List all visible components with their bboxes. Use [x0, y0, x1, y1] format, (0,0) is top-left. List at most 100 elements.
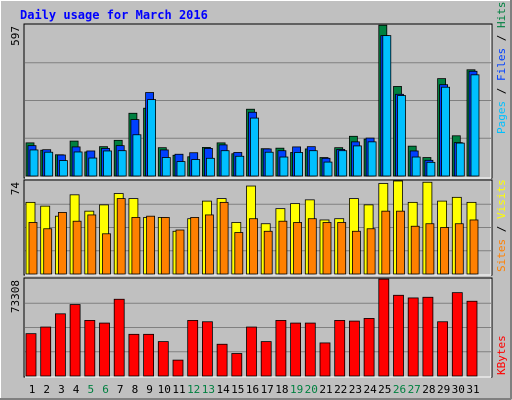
- x-tick-label: 25: [378, 383, 391, 396]
- kbytes-bar: [422, 296, 434, 377]
- pages-bar: [73, 151, 83, 177]
- kbytes-bar: [143, 333, 155, 377]
- x-tick-label: 7: [117, 383, 124, 396]
- x-tick-label: 13: [202, 383, 215, 396]
- x-tick-label: 28: [422, 383, 435, 396]
- kbytes-bar: [99, 322, 110, 377]
- pages-bar: [411, 156, 421, 177]
- x-tick-label: 4: [73, 383, 80, 396]
- pages-bar: [176, 161, 186, 177]
- pages-bar: [308, 150, 318, 177]
- sites-bar: [28, 222, 38, 275]
- top-ymax-label: 597: [9, 26, 22, 46]
- sites-bar: [72, 220, 82, 275]
- sites-bar: [322, 222, 332, 275]
- sites-bar: [160, 217, 170, 275]
- x-tick-label: 30: [452, 383, 465, 396]
- sites-bar: [190, 217, 200, 275]
- pages-bar: [59, 160, 68, 177]
- kbytes-bar: [231, 353, 243, 377]
- kbytes-bar: [363, 318, 375, 377]
- svg-text:Sites / Visits: Sites / Visits: [495, 179, 508, 272]
- x-tick-label: 27: [408, 383, 421, 396]
- x-tick-label: 16: [246, 383, 259, 396]
- kbytes-bar: [40, 326, 52, 377]
- sites-bar: [116, 198, 126, 275]
- sites-bar: [278, 220, 288, 275]
- bottom-ymax-label: 73308: [9, 280, 22, 313]
- x-tick-label: 18: [275, 383, 288, 396]
- x-tick-label: 31: [466, 383, 479, 396]
- sites-bar: [249, 218, 258, 275]
- kbytes-bar: [437, 321, 449, 377]
- sites-bar: [131, 217, 141, 275]
- kbytes-bar: [201, 321, 213, 377]
- pages-bar: [132, 134, 142, 177]
- x-tick-label: 17: [261, 383, 274, 396]
- kbytes-bar: [84, 320, 96, 377]
- sites-bar: [204, 214, 214, 275]
- pages-bar: [470, 74, 480, 177]
- sites-bar: [234, 232, 244, 275]
- x-tick-label: 6: [102, 383, 109, 396]
- x-tick-label: 3: [58, 383, 65, 396]
- pages-bar: [279, 156, 289, 177]
- x-tick-label: 19: [290, 383, 303, 396]
- sites-bar: [293, 222, 303, 275]
- pages-bar: [264, 151, 274, 177]
- kbytes-bar: [260, 341, 272, 377]
- x-tick-label: 8: [132, 383, 139, 396]
- kbytes-bar: [466, 300, 478, 377]
- pages-bar: [220, 150, 230, 177]
- kbytes-bar: [290, 322, 302, 377]
- kbytes-bar: [378, 278, 390, 377]
- x-tick-label: 5: [87, 383, 94, 396]
- pages-bar: [294, 152, 304, 177]
- kbytes-bar: [407, 297, 419, 377]
- mid-ylabel: Sites / Visits: [495, 179, 508, 272]
- kbytes-bar: [69, 304, 81, 377]
- x-tick-label: 9: [146, 383, 153, 396]
- kbytes-bar: [172, 359, 184, 377]
- sites-bar: [43, 228, 53, 275]
- pages-bar: [250, 117, 259, 177]
- kbytes-bar: [55, 313, 66, 377]
- kbytes-bar: [25, 333, 37, 377]
- x-tick-label: 24: [363, 383, 377, 396]
- sites-bar: [425, 223, 435, 275]
- x-tick-label: 12: [187, 383, 200, 396]
- sites-bar: [440, 227, 450, 275]
- pages-bar: [426, 161, 436, 177]
- pages-bar: [117, 150, 127, 177]
- pages-bar: [103, 150, 112, 177]
- pages-bar: [352, 145, 362, 177]
- svg-text:Pages / Files / Hits: Pages / Files / Hits: [495, 2, 508, 135]
- x-tick-label: 1: [29, 383, 36, 396]
- x-tick-label: 15: [231, 383, 244, 396]
- sites-bar: [58, 212, 67, 275]
- kbytes-bar: [128, 333, 140, 377]
- kbytes-bar: [451, 292, 463, 377]
- svg-text:KBytes: KBytes: [495, 335, 508, 375]
- pages-bar: [29, 149, 39, 177]
- sites-bar: [102, 233, 111, 275]
- kbytes-bar: [348, 320, 360, 377]
- sites-bar: [351, 230, 361, 275]
- mid-ymax-label: 74: [9, 182, 22, 196]
- x-tick-label: 11: [172, 383, 185, 396]
- sites-bar: [381, 210, 391, 275]
- kbytes-bar: [319, 342, 331, 377]
- pages-bar: [44, 151, 54, 177]
- x-tick-label: 23: [349, 383, 362, 396]
- kbytes-bar: [157, 341, 169, 377]
- pages-bar: [367, 141, 377, 177]
- kbytes-bar: [216, 343, 228, 377]
- sites-bar: [307, 218, 317, 275]
- chart-bars: [25, 24, 491, 377]
- pages-bar: [161, 157, 171, 177]
- kbytes-bar: [187, 320, 199, 377]
- kbytes-bar: [304, 322, 316, 377]
- sites-bar: [366, 228, 376, 275]
